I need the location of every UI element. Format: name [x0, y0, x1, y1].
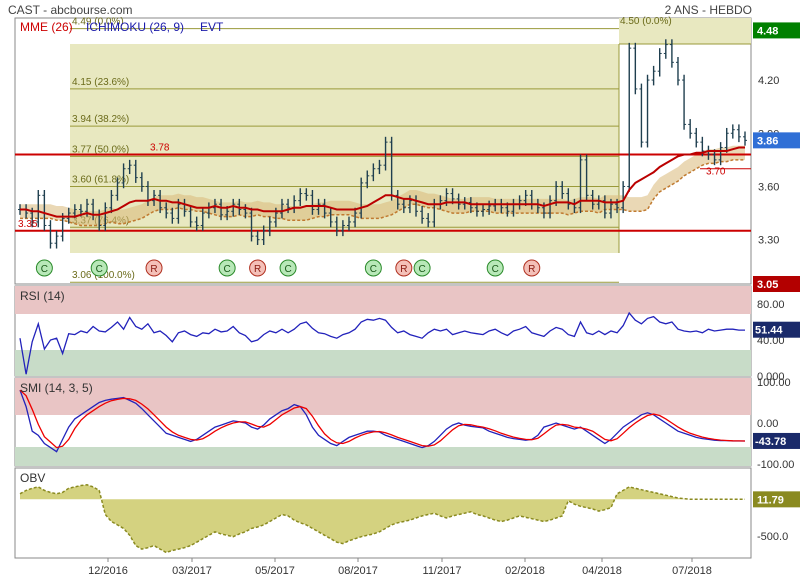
signal-marker — [90, 259, 108, 277]
signal-label: R — [528, 264, 535, 275]
ichimoku-cloud — [20, 145, 745, 226]
obv-value-badge — [753, 491, 800, 508]
signal-marker — [395, 259, 413, 277]
price-panel: 4.49 (0.0%) 4.15 (23.6%) 3.94 (38.2%) 3.77 … — [14, 16, 800, 292]
signal-marker — [145, 259, 163, 277]
x-axis-tick-label: 03/2017 — [172, 565, 212, 577]
fibonacci-zone — [70, 44, 619, 253]
price-badge-label: 3.86 — [757, 135, 778, 147]
price-badge — [753, 132, 800, 149]
rsi-panel: RSI (14) 80.00 40.00 0.000 51.44 — [14, 285, 800, 383]
rsi-axis-tick: 40.00 — [757, 335, 785, 347]
price-axis-tick: 3.30 — [758, 235, 779, 247]
signal-label: C — [41, 264, 48, 275]
obv-panel: OBV 11.79 -500.0 — [14, 467, 800, 559]
ichimoku-legend: ICHIMOKU (26, 9) — [86, 20, 184, 34]
fibonacci-zone-right — [619, 18, 751, 44]
rsi-line — [19, 311, 745, 375]
smi-value-badge — [753, 432, 800, 449]
fib-label: 3.06 (100.0%) — [72, 270, 135, 281]
fib-label: 3.77 (50.0%) — [72, 144, 129, 155]
price-badge-label: 4.48 — [757, 25, 778, 37]
rsi-axis-tick: 0.000 — [757, 371, 785, 383]
signal-marker — [364, 259, 382, 277]
header-period: 2 ANS - HEBDO — [665, 3, 752, 17]
x-axis-tick-label: 08/2017 — [338, 565, 378, 577]
price-annotation: 3.35 — [18, 219, 38, 230]
price-badge-label: 3.05 — [757, 279, 778, 291]
obv-area — [20, 484, 745, 553]
signal-label: C — [492, 264, 499, 275]
signal-marker — [35, 259, 53, 277]
smi-value-label: -43.78 — [755, 436, 786, 448]
fib-label: 4.49 (0.0%) — [72, 17, 124, 28]
header-title: CAST - abcbourse.com — [8, 3, 133, 17]
signal-label: R — [150, 264, 157, 275]
rsi-value-badge — [753, 321, 800, 338]
rsi-oversold-zone — [15, 350, 751, 376]
obv-legend: OBV — [20, 471, 45, 485]
signal-label: R — [254, 264, 261, 275]
signal-label: C — [418, 264, 425, 275]
smi-line — [19, 389, 745, 453]
smi-legend: SMI (14, 3, 5) — [20, 381, 93, 395]
signal-label: C — [370, 264, 377, 275]
price-axis-tick: 4.20 — [758, 75, 779, 87]
x-axis: 12/2016 03/2017 05/2017 08/2017 11/2017 02/20… — [88, 558, 712, 577]
smi-panel: SMI (14, 3, 5) 100.00 0.00 -100.00 -43.78 — [14, 377, 800, 471]
ichimoku-span-line — [20, 159, 745, 227]
signal-label: C — [284, 264, 291, 275]
obv-axis-tick: -500.0 — [757, 531, 788, 543]
signal-marker — [486, 259, 504, 277]
x-axis-tick-label: 12/2016 — [88, 565, 128, 577]
price-annotation: 4.50 (0.0%) — [620, 16, 672, 27]
fib-label: 3.94 (38.2%) — [72, 114, 129, 125]
smi-axis-tick: 100.00 — [757, 377, 791, 389]
signal-marker — [523, 259, 541, 277]
signal-label: C — [224, 264, 231, 275]
smi-axis-tick: 0.00 — [757, 418, 778, 430]
price-badge — [753, 276, 800, 292]
mme-line — [20, 146, 745, 218]
price-annotation: 3.78 — [150, 143, 170, 154]
x-axis-tick-label: 05/2017 — [255, 565, 295, 577]
x-axis-tick-label: 07/2018 — [672, 565, 712, 577]
smi-axis-tick: -100.00 — [757, 459, 794, 471]
price-annotation: 3.70 — [706, 167, 726, 178]
fib-label: 4.15 (23.6%) — [72, 77, 129, 88]
smi-signal-line — [19, 389, 746, 449]
x-axis-tick-label: 04/2018 — [582, 565, 622, 577]
signal-label: R — [400, 264, 407, 275]
mme-legend: MME (26) — [20, 20, 73, 34]
rsi-value-label: 51.44 — [755, 325, 783, 337]
signal-marker — [249, 259, 267, 277]
fib-label: 3.60 (61.8%) — [72, 174, 129, 185]
rsi-axis-tick: 80.00 — [757, 299, 785, 311]
smi-overbought-zone — [15, 378, 751, 415]
signal-marker — [218, 259, 236, 277]
rsi-overbought-zone — [15, 286, 751, 314]
smi-oversold-zone — [15, 447, 751, 466]
x-axis-tick-label: 02/2018 — [505, 565, 545, 577]
x-axis-tick-label: 11/2017 — [423, 565, 462, 577]
obv-value-label: 11.79 — [757, 494, 784, 506]
signal-marker — [413, 259, 431, 277]
signal-marker — [279, 259, 297, 277]
price-badge — [753, 22, 800, 39]
price-axis-tick: 3.60 — [758, 181, 779, 193]
signal-label: C — [96, 264, 103, 275]
evt-legend: EVT — [200, 20, 224, 34]
obv-line — [19, 484, 745, 554]
rsi-legend: RSI (14) — [20, 289, 65, 303]
